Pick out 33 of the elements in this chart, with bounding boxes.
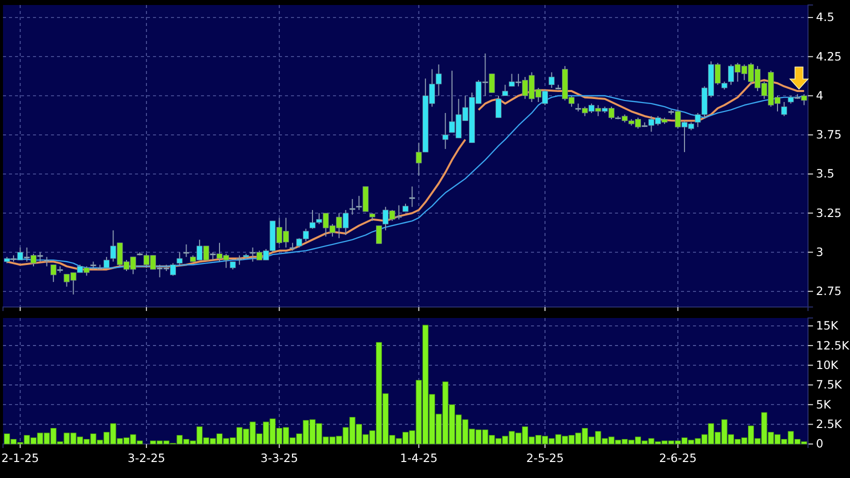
y-tick-label: 4.5 [816,10,834,24]
candlestick [44,256,50,267]
y-tick-label: 15K [816,318,839,333]
y-tick-label: 5K [816,397,832,412]
candlestick [236,254,242,266]
y-tick-label: 4 [816,88,824,102]
x-tick-label: 2-5-25 [526,451,564,466]
candlestick [548,72,555,88]
y-tick-label: 0 [816,436,824,451]
candlestick [183,244,190,258]
y-tick-label: 2.5K [816,416,842,431]
x-tick-label: 3-3-25 [260,451,298,466]
candlestick [349,198,356,216]
y-tick-label: 3.25 [816,206,842,220]
y-tick-label: 3 [816,244,824,259]
y-tick-label: 3.5 [816,166,834,181]
x-tick-label: 2-1-25 [1,451,39,466]
x-tick-label: 3-2-25 [128,451,166,466]
x-tick-label: 1-4-25 [400,451,438,466]
y-tick-label: 3.75 [816,128,842,142]
candlestick [376,225,382,244]
candlestick [781,102,788,117]
candlestick [409,186,416,208]
candlestick [442,112,448,150]
candlestick [176,252,183,267]
y-tick-label: 2.75 [816,284,842,298]
x-tick-label: 2-6-25 [659,451,697,466]
y-tick-label: 10K [816,358,839,372]
candlestick [502,84,508,96]
y-tick-label: 12.5K [816,338,850,352]
y-tick-label: 4.25 [816,49,842,64]
y-tick-label: 7.5K [816,378,842,392]
candlestick [496,95,502,118]
